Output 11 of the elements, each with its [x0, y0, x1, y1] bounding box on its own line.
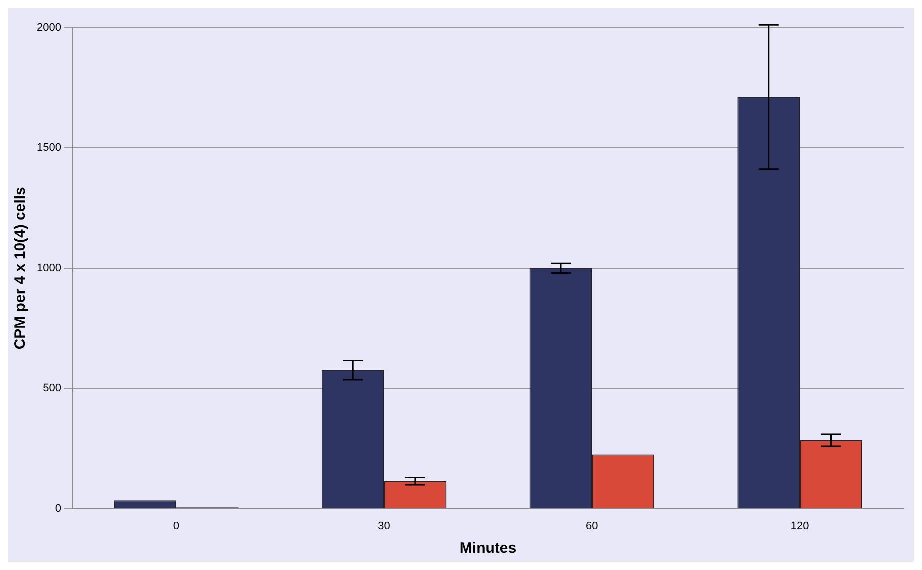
x-tick-label: 120 [790, 520, 810, 532]
x-axis-title: Minutes [460, 540, 517, 558]
y-axis-title: CPM per 4 x 10(4) cells [12, 187, 30, 350]
y-tick-label: 1500 [36, 142, 62, 154]
y-tick-label: 500 [43, 382, 62, 395]
x-tick-label: 0 [173, 520, 180, 532]
x-tick-label: 30 [378, 520, 390, 532]
y-tick-label: 0 [55, 502, 62, 515]
y-tick-label: 2000 [36, 22, 62, 34]
y-tick-label: 1000 [36, 262, 62, 274]
x-tick-label: 60 [586, 520, 598, 532]
